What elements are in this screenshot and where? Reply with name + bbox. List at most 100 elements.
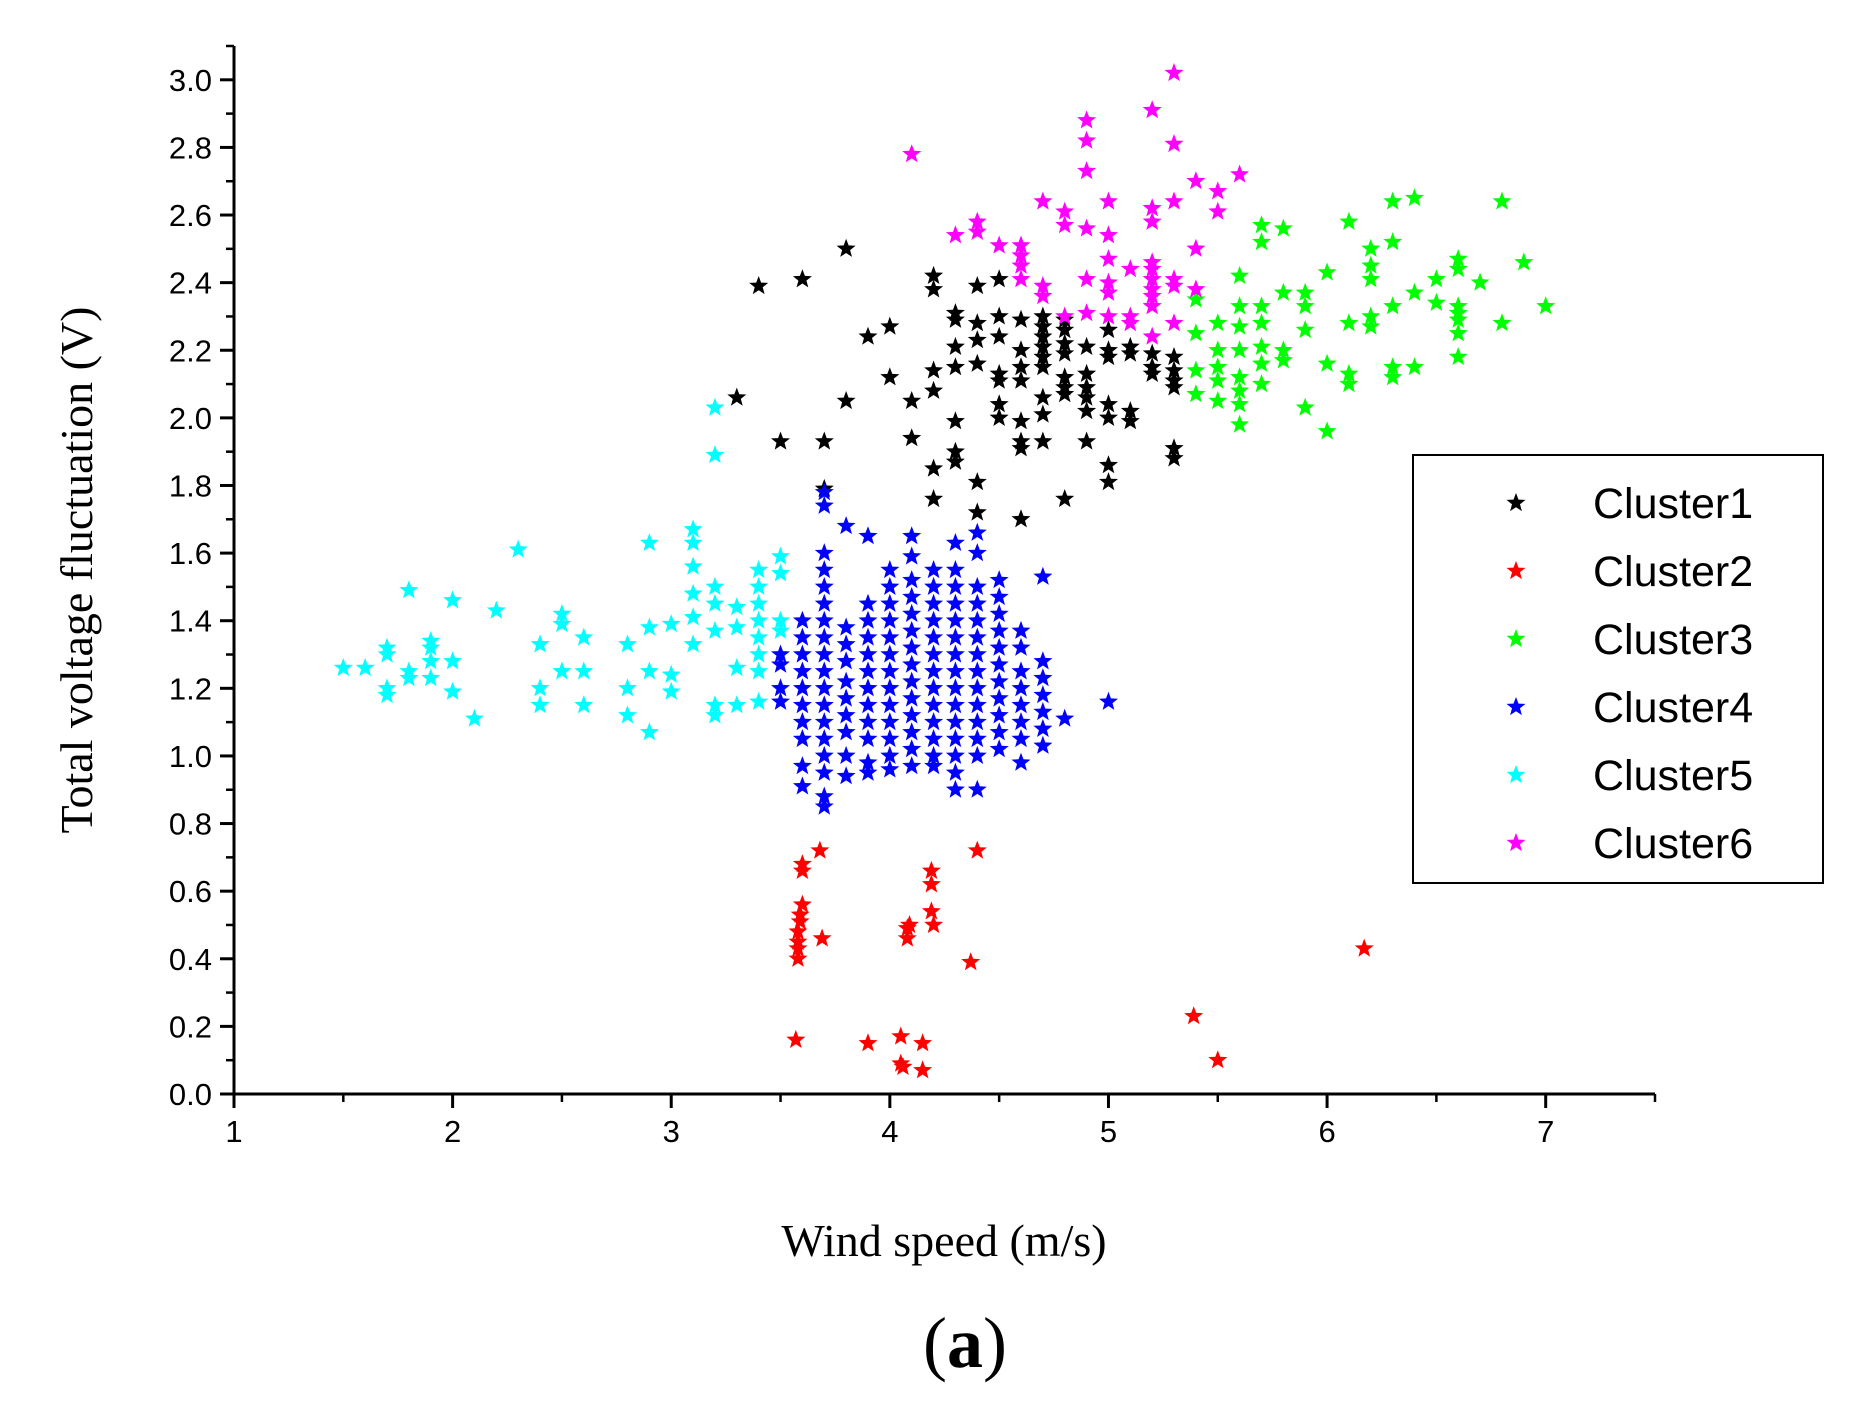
data-point xyxy=(902,603,922,622)
data-point xyxy=(967,712,987,731)
data-point xyxy=(967,627,987,646)
data-point xyxy=(945,745,965,764)
data-point xyxy=(858,326,878,345)
data-point xyxy=(1033,651,1053,670)
data-point xyxy=(1120,411,1140,430)
data-point xyxy=(921,901,941,920)
data-point xyxy=(924,644,944,663)
data-point xyxy=(792,860,812,879)
legend-entry-cluster2: Cluster2 xyxy=(1506,548,1753,596)
data-point xyxy=(355,658,375,677)
data-point xyxy=(1011,620,1031,639)
data-point xyxy=(1208,370,1228,389)
data-point xyxy=(1295,320,1315,339)
legend-marker xyxy=(1506,629,1526,648)
data-point xyxy=(1339,374,1359,393)
data-point xyxy=(1273,350,1293,369)
data-point xyxy=(1142,363,1162,382)
data-point xyxy=(749,644,769,663)
data-point xyxy=(880,367,900,386)
data-point xyxy=(902,688,922,707)
data-point xyxy=(967,678,987,697)
data-point xyxy=(1361,255,1381,274)
data-point xyxy=(880,316,900,335)
data-point xyxy=(771,654,790,673)
data-point xyxy=(1186,171,1206,190)
data-point xyxy=(961,952,981,971)
data-point xyxy=(465,708,484,727)
data-point xyxy=(771,678,790,697)
data-point xyxy=(683,634,703,653)
data-point xyxy=(1317,421,1337,440)
data-point xyxy=(1033,276,1053,295)
data-point xyxy=(1033,326,1053,345)
data-point xyxy=(836,617,856,636)
data-point xyxy=(639,617,659,636)
data-point xyxy=(749,276,769,295)
data-point xyxy=(1295,282,1315,301)
y-tick-label: 2.4 xyxy=(169,266,212,301)
series-cluster6 xyxy=(902,63,1250,345)
legend-entry-cluster4: Cluster4 xyxy=(1506,684,1753,732)
data-point xyxy=(530,678,550,697)
data-point xyxy=(858,644,878,663)
data-point xyxy=(1339,363,1359,382)
data-point xyxy=(945,729,965,748)
data-point xyxy=(858,678,878,697)
data-point xyxy=(858,712,878,731)
data-point xyxy=(771,644,790,663)
data-point xyxy=(790,904,810,923)
data-point xyxy=(792,712,812,731)
data-point xyxy=(814,729,834,748)
data-point xyxy=(1208,357,1228,376)
data-point xyxy=(945,560,965,579)
x-tick-label: 2 xyxy=(444,1114,461,1149)
data-point xyxy=(705,705,725,724)
legend-marker xyxy=(1506,561,1526,580)
data-point xyxy=(1099,306,1118,325)
data-point xyxy=(749,593,769,612)
data-point xyxy=(486,600,506,619)
data-point xyxy=(792,756,812,775)
data-point xyxy=(967,353,987,372)
y-tick-label: 0.2 xyxy=(169,1009,212,1044)
data-point xyxy=(945,533,965,551)
data-point xyxy=(858,1033,878,1052)
data-point xyxy=(1011,678,1031,697)
data-point xyxy=(618,634,637,653)
data-point xyxy=(1208,340,1228,359)
data-point xyxy=(705,397,725,416)
data-point xyxy=(1142,326,1162,345)
series-cluster1 xyxy=(727,238,1184,528)
legend-items: Cluster1 Cluster2 Cluster3 Cluster4 Cluster5… xyxy=(1506,480,1753,868)
data-point xyxy=(1099,472,1118,491)
data-point xyxy=(814,661,834,680)
data-point xyxy=(1208,181,1228,200)
data-point xyxy=(1055,333,1075,352)
data-point xyxy=(858,762,878,781)
y-tick-label: 2.2 xyxy=(169,333,212,368)
data-point xyxy=(814,644,834,663)
data-point xyxy=(788,921,808,940)
caption-close-paren: ) xyxy=(983,1303,1007,1383)
y-tick-label: 2.0 xyxy=(169,401,212,436)
data-point xyxy=(1230,340,1250,359)
data-point xyxy=(1426,292,1446,311)
data-point xyxy=(945,712,965,731)
data-point xyxy=(574,661,594,680)
data-point xyxy=(1033,702,1053,721)
data-point xyxy=(1055,343,1075,362)
data-point xyxy=(880,610,900,629)
data-point xyxy=(1383,357,1403,376)
data-point xyxy=(902,428,922,447)
data-point xyxy=(399,668,419,687)
data-point xyxy=(1230,394,1250,413)
data-point xyxy=(814,610,834,629)
data-point xyxy=(880,695,900,714)
data-point xyxy=(924,627,944,646)
data-point xyxy=(771,431,790,450)
data-point xyxy=(1164,347,1184,366)
data-point xyxy=(788,938,808,957)
data-point xyxy=(1011,729,1031,748)
data-point xyxy=(1033,286,1053,305)
